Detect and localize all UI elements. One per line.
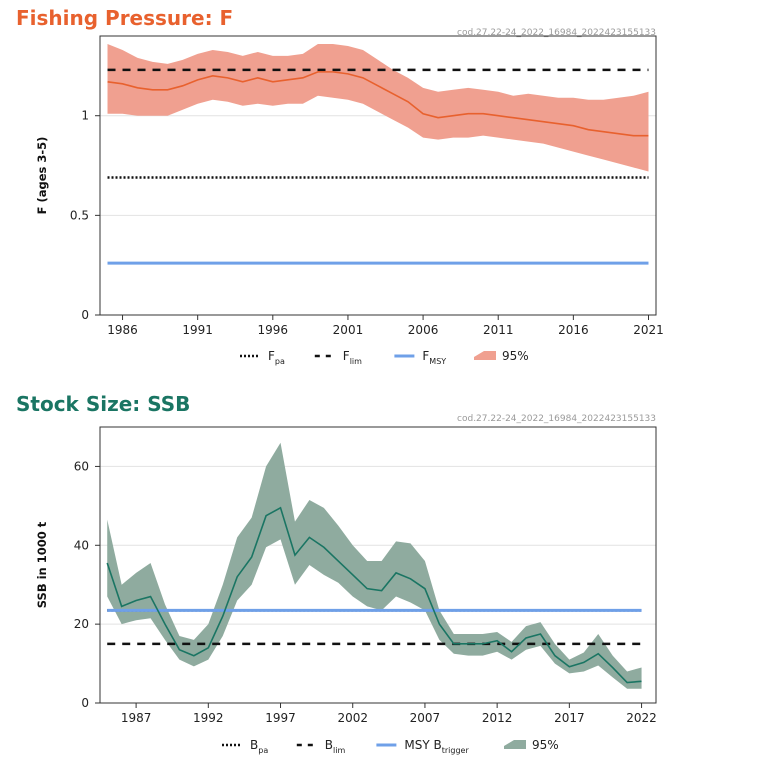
ssb-legend-swatch-band — [504, 740, 526, 749]
f-chart-code: cod.27.22-24_2022_16984_2022423155133 — [457, 28, 656, 38]
f-y-axis-label: F (ages 3-5) — [35, 137, 49, 215]
f-legend-label: Fpa — [268, 349, 285, 366]
ssb-x-tick-label: 2007 — [410, 711, 441, 725]
f-panel-title: Fishing Pressure: F — [16, 6, 234, 30]
ssb-series-line — [106, 506, 642, 684]
ssb-y-tick-label: 60 — [74, 459, 89, 473]
f-x-tick-label: 2006 — [408, 323, 439, 337]
f-x-tick-label: 2016 — [558, 323, 589, 337]
ssb-legend-label: Bpa — [250, 738, 268, 755]
ssb-x-tick-label: 2017 — [554, 711, 585, 725]
ssb-panel-title: Stock Size: SSB — [16, 392, 191, 416]
ssb-y-tick-label: 0 — [81, 696, 89, 710]
f-y-tick-label: 1 — [81, 109, 89, 123]
f-plot-frame — [99, 35, 657, 316]
f-legend-label: FMSY — [422, 349, 446, 366]
ssb-x-tick-label: 2022 — [626, 711, 657, 725]
f-confidence-band — [107, 43, 649, 172]
f-legend-swatch-band — [474, 351, 496, 360]
f-x-tick-label: 2021 — [633, 323, 664, 337]
f-x-tick-label: 2011 — [483, 323, 514, 337]
ssb-x-tick-label: 2012 — [482, 711, 513, 725]
f-y-tick-label: 0 — [81, 308, 89, 322]
ssb-legend-label: 95% — [532, 738, 559, 752]
ssb-y-tick-label: 40 — [74, 538, 89, 552]
f-x-tick-label: 1991 — [182, 323, 213, 337]
ssb-plot-frame — [99, 426, 657, 704]
ssb-y-tick-label: 20 — [74, 617, 89, 631]
f-series-line — [107, 71, 649, 137]
ssb-legend-label: MSY Btrigger — [404, 738, 469, 755]
f-y-tick-label: 0.5 — [70, 208, 89, 222]
ssb-x-tick-label: 1997 — [265, 711, 296, 725]
ssb-legend-label: Blim — [325, 738, 346, 755]
ssb-x-tick-label: 1992 — [193, 711, 224, 725]
f-legend-label: 95% — [502, 349, 529, 363]
f-x-tick-label: 1986 — [107, 323, 138, 337]
ssb-x-tick-label: 1987 — [121, 711, 152, 725]
ssb-y-axis-label: SSB in 1000 t — [35, 521, 49, 608]
ssb-x-tick-label: 2002 — [337, 711, 368, 725]
f-x-tick-label: 2001 — [333, 323, 364, 337]
f-legend-label: Flim — [343, 349, 362, 366]
ssb-confidence-band — [107, 442, 642, 689]
f-x-tick-label: 1996 — [258, 323, 289, 337]
ssb-chart-code: cod.27.22-24_2022_16984_2022423155133 — [457, 414, 656, 424]
